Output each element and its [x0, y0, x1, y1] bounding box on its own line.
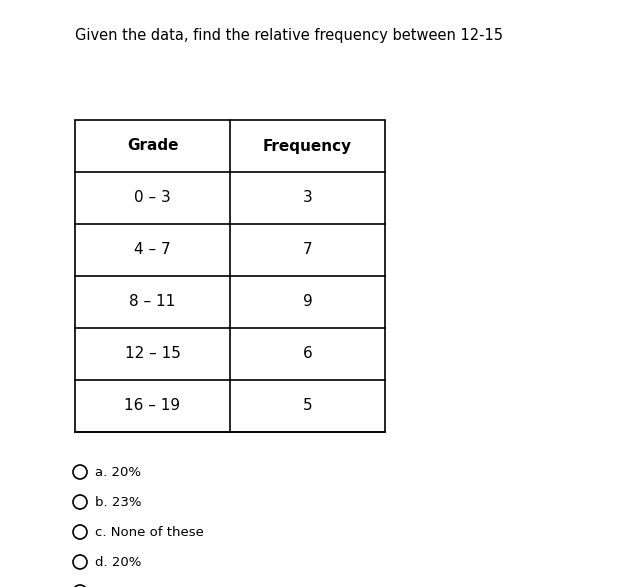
Text: 3: 3: [303, 191, 312, 205]
Text: d. 20%: d. 20%: [95, 555, 141, 568]
Bar: [75, 120, 385, 432]
Text: 9: 9: [303, 295, 312, 309]
Text: 16 – 19: 16 – 19: [124, 399, 180, 413]
Text: e. 10%: e. 10%: [95, 585, 141, 587]
Text: 8 – 11: 8 – 11: [129, 295, 175, 309]
Text: c. None of these: c. None of these: [95, 525, 204, 538]
Text: 12 – 15: 12 – 15: [125, 346, 180, 362]
Text: Given the data, find the relative frequency between 12-15: Given the data, find the relative freque…: [75, 28, 503, 43]
Text: 4 – 7: 4 – 7: [134, 242, 171, 258]
Text: a. 20%: a. 20%: [95, 465, 141, 478]
Text: 7: 7: [303, 242, 312, 258]
Text: Frequency: Frequency: [263, 139, 352, 153]
Text: 6: 6: [303, 346, 312, 362]
Text: b. 23%: b. 23%: [95, 495, 141, 508]
Text: 5: 5: [303, 399, 312, 413]
Text: 0 – 3: 0 – 3: [134, 191, 171, 205]
Text: Grade: Grade: [127, 139, 179, 153]
